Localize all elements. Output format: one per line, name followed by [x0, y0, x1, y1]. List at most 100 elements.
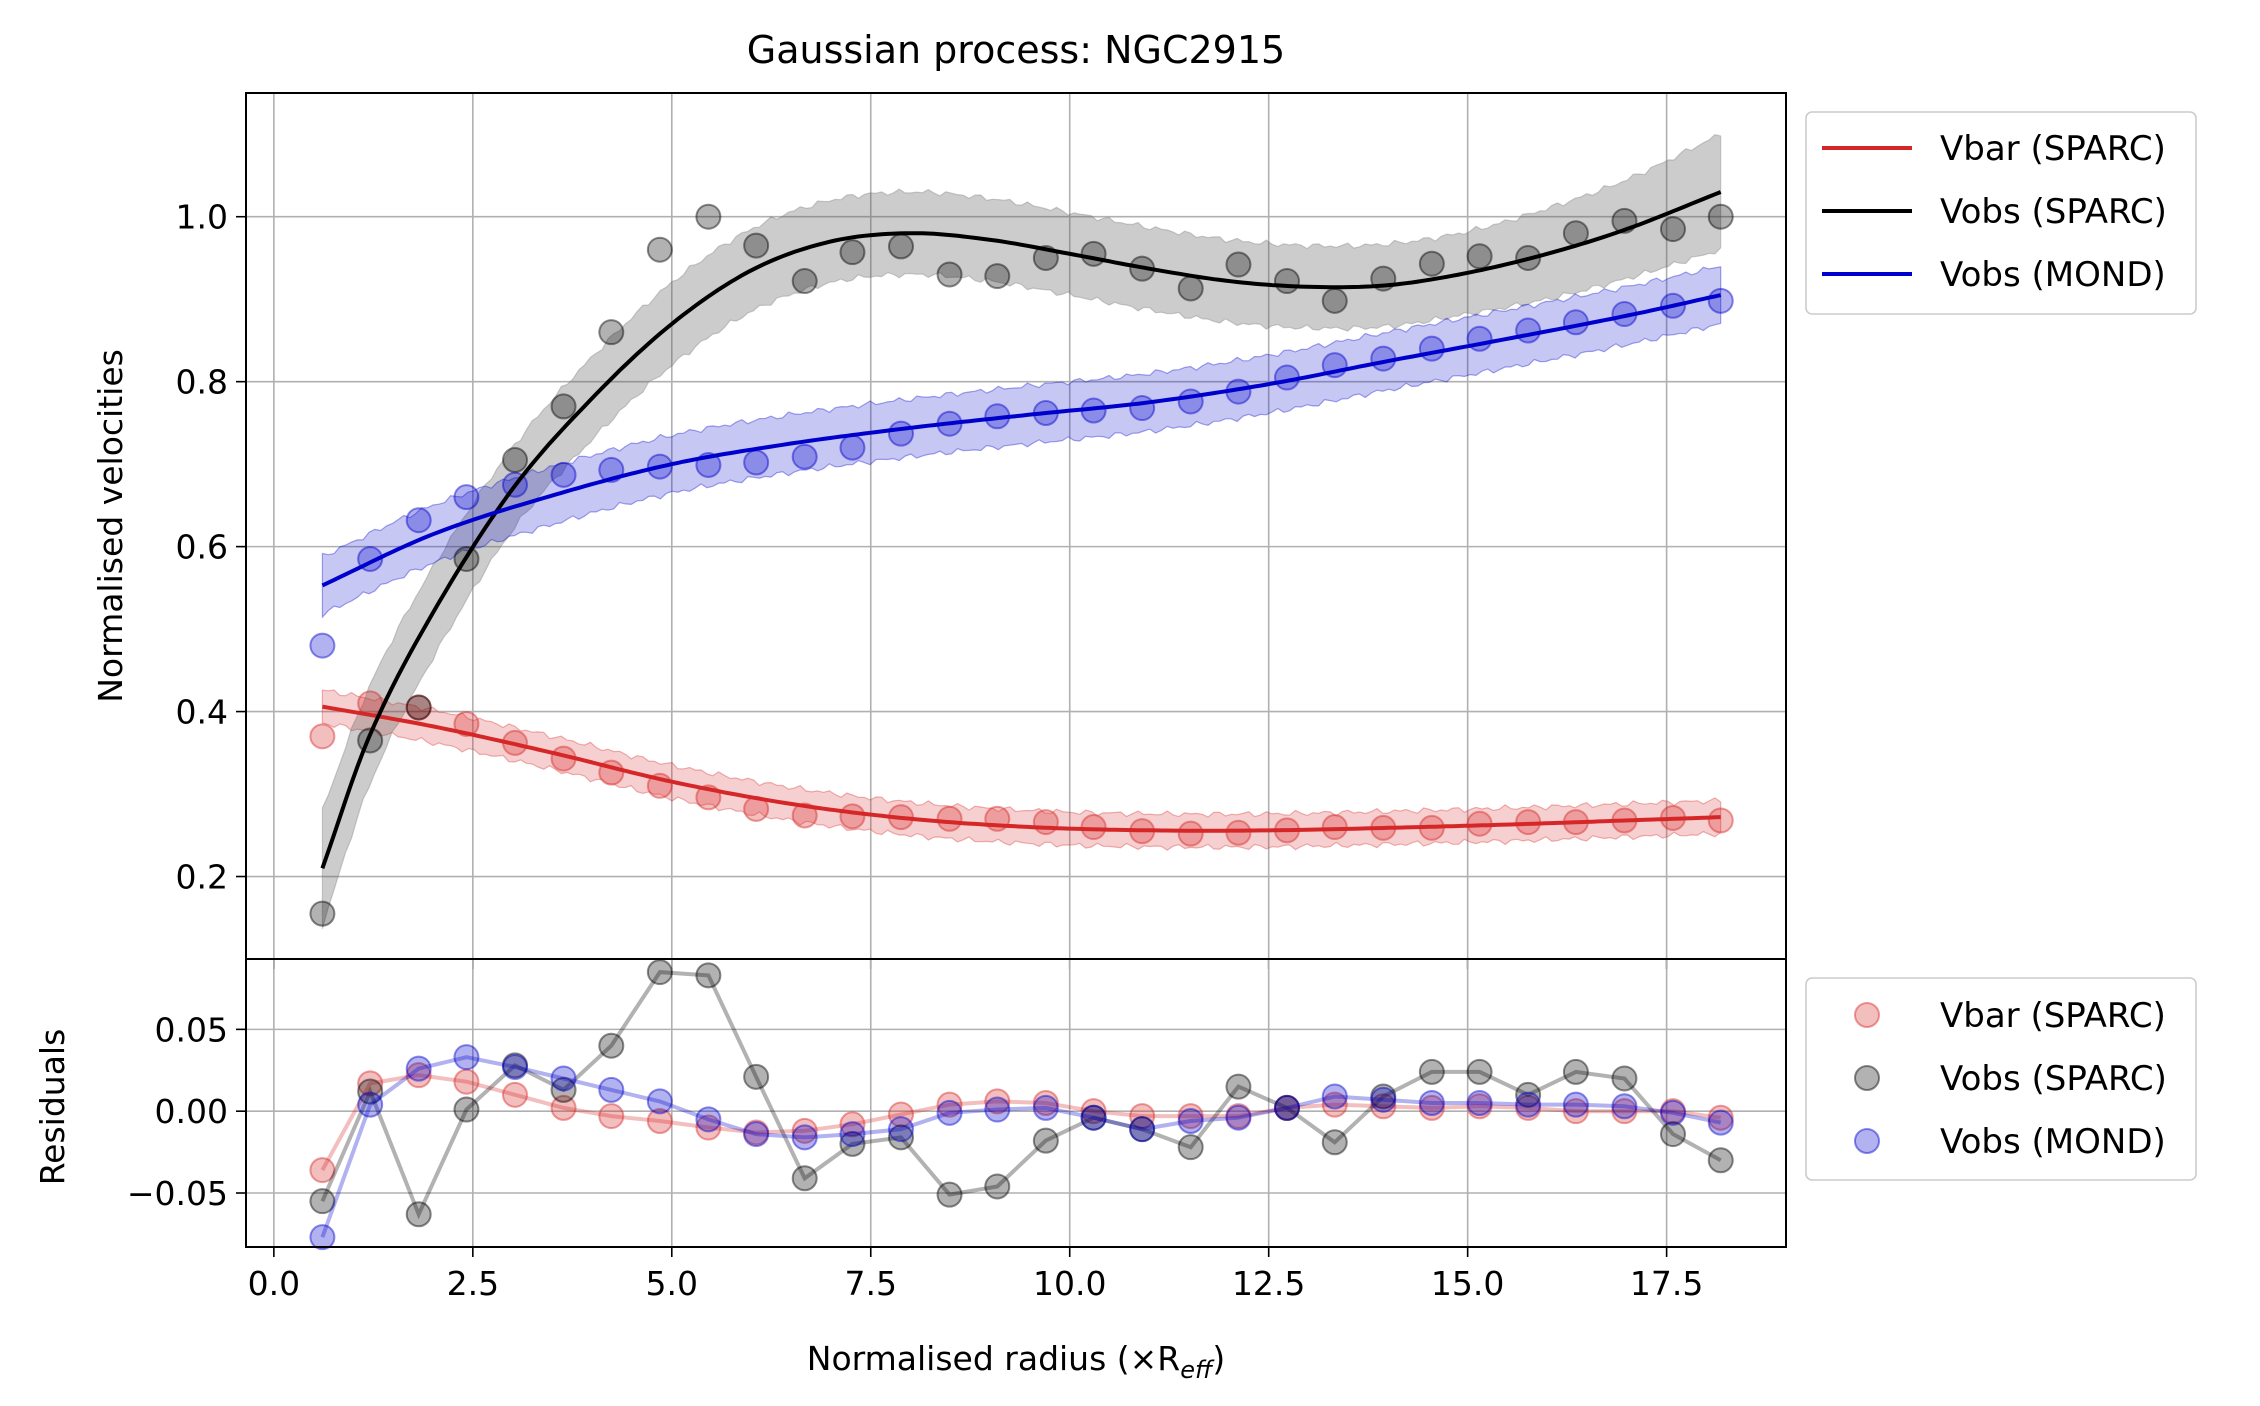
bottom-point-mond-10 [791, 1124, 818, 1151]
bottom-point-vobs-21 [1321, 1129, 1348, 1156]
top-point-vbar-3 [453, 710, 480, 737]
top-y-tick-label-0: 0.2 [176, 858, 228, 897]
bottom-point-vbar-12 [887, 1101, 914, 1128]
bottom-legend-label-mond: Vobs (MOND) [1940, 1122, 2166, 1162]
bottom-point-mond-1 [357, 1091, 384, 1118]
top-legend-label-vbar: Vbar (SPARC) [1940, 129, 2166, 169]
bottom-legend-label-vobs: Vobs (SPARC) [1940, 1059, 2167, 1099]
bottom-point-vbar-22 [1370, 1093, 1397, 1120]
top-point-vobs-10 [791, 268, 818, 295]
bottom-point-mond-24 [1466, 1090, 1493, 1116]
bottom-y-tick-label-2: −0.05 [127, 1174, 228, 1213]
bottom-point-vobs-0 [309, 1188, 336, 1215]
bottom-point-mond-5 [550, 1065, 577, 1092]
bottom-point-mond-19 [1225, 1104, 1252, 1131]
bottom-point-mond-21 [1321, 1083, 1348, 1110]
bottom-gridlines [246, 959, 1786, 1247]
bottom-point-vobs-18 [1177, 1134, 1204, 1161]
top-point-mond-5 [550, 461, 577, 488]
bottom-axis-ticks: 0.0 2.5 5.0 7.5 10.0 12.5 15.0 17.5 0.05 0.00 −0.0… [127, 1010, 1704, 1303]
bottom-point-vbar-2 [405, 1062, 432, 1089]
top-point-vbar-0 [309, 723, 336, 750]
bottom-point-vobs-27 [1611, 1065, 1638, 1092]
bottom-point-vbar-18 [1177, 1103, 1204, 1130]
top-point-vobs-16 [1080, 240, 1107, 267]
top-legend-label-mond: Vobs (MOND) [1940, 255, 2166, 295]
bottom-point-vbar-13 [936, 1091, 963, 1118]
top-point-vobs-23 [1418, 250, 1445, 277]
top-point-vobs-9 [743, 232, 770, 259]
top-point-mond-3 [453, 484, 480, 511]
bottom-point-vobs-24 [1466, 1058, 1493, 1085]
bottom-point-mond-17 [1129, 1116, 1156, 1143]
bottom-point-vobs-12 [887, 1124, 914, 1151]
x-axis-label-close: ) [1212, 1339, 1225, 1378]
bottom-point-mond-16 [1080, 1104, 1107, 1131]
bottom-point-vobs-1 [357, 1078, 384, 1105]
bottom-point-mond-27 [1611, 1093, 1638, 1120]
top-point-vbar-10 [791, 802, 818, 829]
bottom-x-tick-label-6: 15.0 [1431, 1264, 1504, 1303]
top-curve-vbar [322, 704, 1721, 833]
top-point-mond-10 [791, 443, 818, 470]
top-gp-curves [320, 190, 1722, 869]
bottom-point-mond-8 [695, 1106, 722, 1133]
top-point-vobs-8 [695, 203, 722, 230]
top-point-vobs-24 [1466, 243, 1493, 270]
top-point-vobs-12 [887, 233, 914, 260]
top-y-axis-label: Normalised velocities [91, 349, 130, 703]
top-confidence-bands [321, 134, 1722, 929]
top-point-mond-23 [1418, 335, 1445, 362]
top-point-vobs-28 [1659, 216, 1686, 243]
bottom-point-mond-29 [1707, 1109, 1734, 1136]
top-point-mond-9 [743, 449, 770, 476]
top-y-tick-label-2: 0.6 [176, 528, 228, 567]
bottom-plot-frame [245, 958, 1787, 1248]
bottom-point-mond-12 [887, 1116, 914, 1143]
bottom-line-vbar [320, 1073, 1721, 1172]
top-point-vobs-2 [405, 694, 432, 721]
bottom-point-vbar-19 [1225, 1103, 1252, 1130]
bottom-point-vbar-8 [695, 1114, 722, 1141]
top-point-vbar-18 [1177, 820, 1204, 847]
bottom-point-vobs-25 [1515, 1081, 1542, 1108]
bottom-point-mond-26 [1562, 1091, 1589, 1118]
bottom-point-vbar-5 [550, 1094, 577, 1121]
bottom-point-vobs-7 [646, 959, 673, 986]
top-point-vobs-20 [1273, 268, 1300, 295]
bottom-point-vobs-8 [695, 962, 722, 989]
top-y-tick-label-1: 0.4 [176, 693, 228, 732]
bottom-x-tick-label-7: 17.5 [1630, 1264, 1703, 1303]
bottom-point-mond-18 [1177, 1108, 1204, 1134]
bottom-point-vbar-17 [1129, 1103, 1156, 1130]
top-band-vbar [321, 689, 1722, 851]
bottom-point-mond-15 [1032, 1094, 1059, 1121]
bottom-point-vbar-9 [743, 1119, 770, 1146]
bottom-point-vobs-6 [598, 1032, 625, 1059]
top-point-vobs-21 [1321, 287, 1348, 314]
top-point-vobs-29 [1707, 203, 1734, 230]
bottom-point-vobs-15 [1032, 1127, 1059, 1154]
bottom-point-vbar-20 [1273, 1094, 1300, 1121]
bottom-point-vobs-11 [839, 1130, 866, 1157]
bottom-point-vbar-24 [1466, 1093, 1493, 1120]
bottom-point-vbar-16 [1080, 1098, 1107, 1125]
bottom-point-vobs-23 [1418, 1058, 1445, 1085]
bottom-point-vobs-22 [1370, 1083, 1397, 1110]
top-band-vobs [321, 134, 1722, 929]
bottom-residual-series [309, 959, 1734, 1251]
bottom-point-vbar-27 [1611, 1098, 1638, 1125]
bottom-y-axis-label: Residuals [33, 1029, 72, 1186]
top-point-vobs-0 [309, 900, 336, 927]
top-point-vbar-19 [1225, 819, 1252, 846]
bottom-point-mond-11 [839, 1121, 866, 1148]
top-point-vobs-14 [984, 263, 1011, 290]
x-axis-label: Normalised radius (×Reff) [807, 1339, 1225, 1384]
bottom-point-vobs-14 [984, 1173, 1011, 1200]
top-point-vobs-13 [936, 261, 963, 288]
bottom-point-vobs-17 [1129, 1116, 1156, 1143]
bottom-point-vbar-29 [1707, 1104, 1734, 1131]
bottom-x-tick-label-0: 0.0 [248, 1264, 300, 1303]
top-gridlines [246, 93, 1786, 959]
